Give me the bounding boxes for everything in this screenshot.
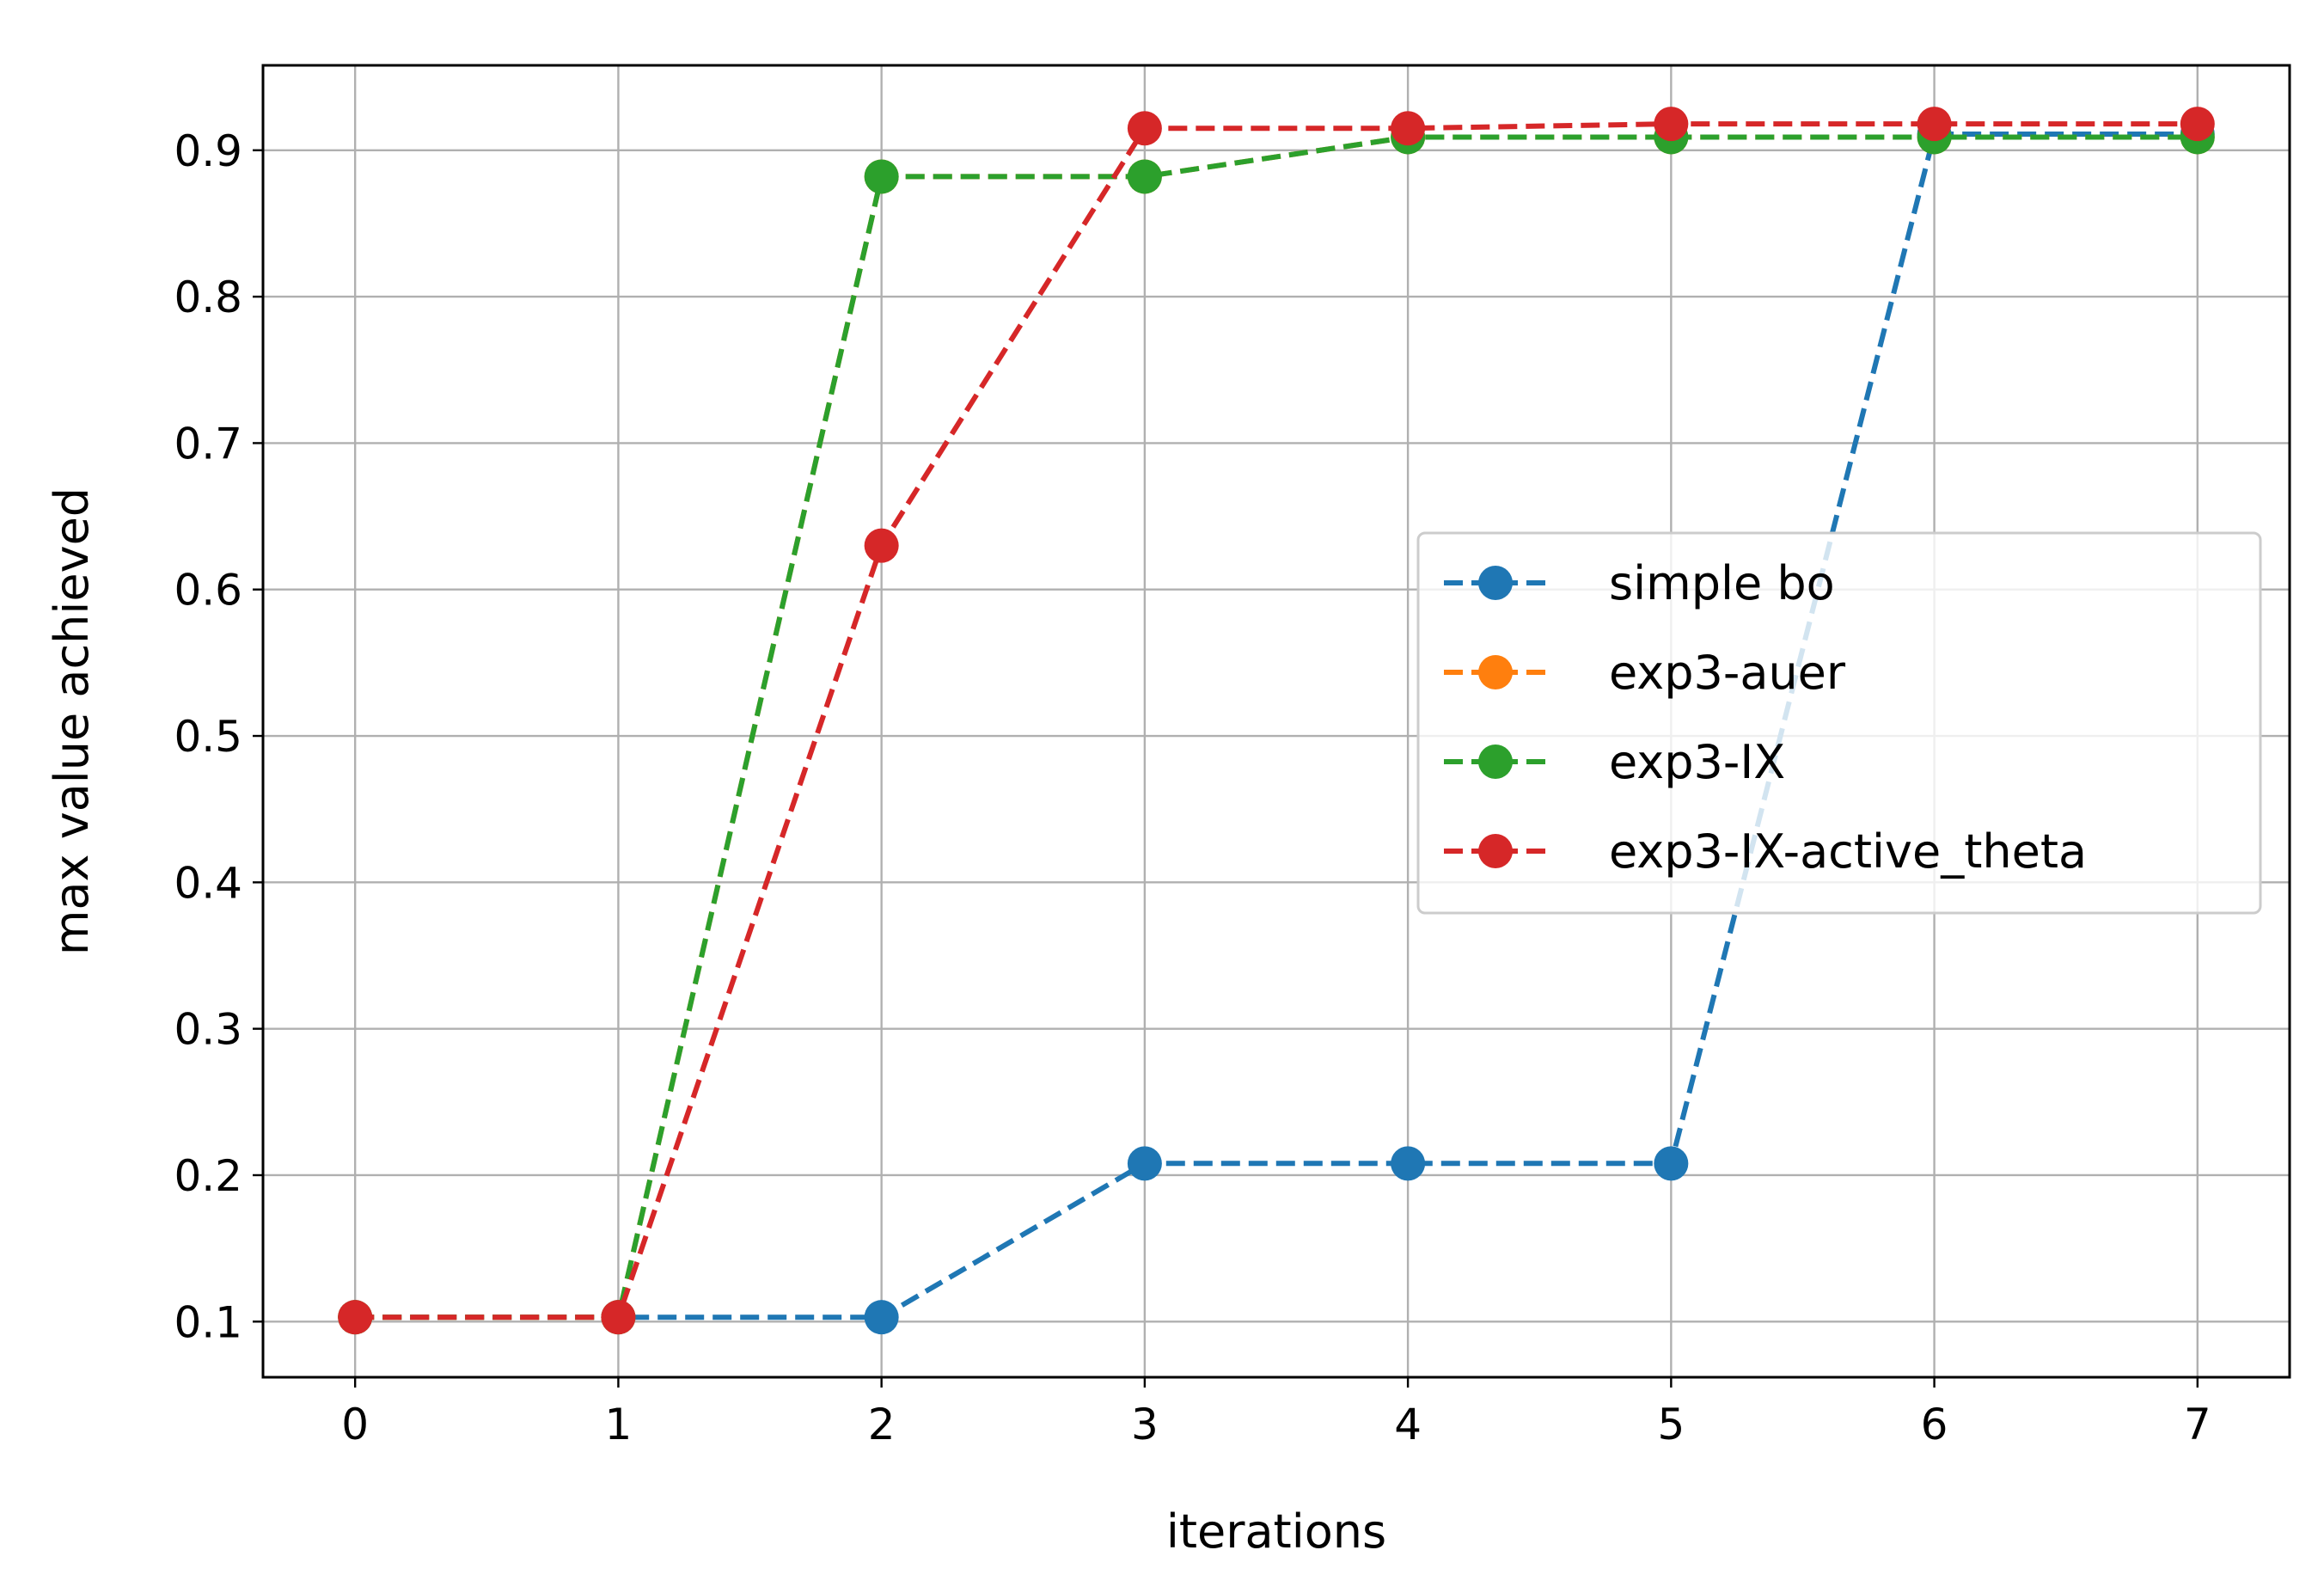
legend-label: exp3-auer [1609, 646, 1846, 700]
data-point-simple-bo [1127, 1146, 1162, 1181]
legend-item-exp3-ix-active-theta: exp3-IX-active_theta [1444, 824, 2087, 879]
legend-label: exp3-IX-active_theta [1609, 824, 2087, 879]
legend-marker [1478, 655, 1513, 689]
legend-label: exp3-IX [1609, 735, 1785, 789]
y-tick-label: 0.2 [174, 1151, 242, 1201]
x-tick-label: 1 [605, 1400, 633, 1449]
data-point-exp3-ix-active-theta [864, 528, 899, 563]
x-tick-label: 4 [1394, 1400, 1422, 1449]
legend-frame [1416, 531, 2262, 915]
data-point-exp3-ix-active-theta [2180, 107, 2215, 142]
legend-label: simple bo [1609, 556, 1835, 610]
data-point-simple-bo [864, 1300, 899, 1335]
legend-item-simple-bo: simple bo [1444, 556, 1835, 610]
x-tick-label: 3 [1131, 1400, 1159, 1449]
y-tick-label: 0.5 [174, 712, 242, 762]
data-point-exp3-ix-active-theta [1917, 107, 1952, 142]
legend: simple bo exp3-auer exp3-IX exp3-IX-active_… [1416, 531, 2262, 915]
series-lines [338, 107, 2215, 1335]
x-axis-label: iterations [1166, 1504, 1386, 1559]
data-point-exp3-ix-active-theta [601, 1300, 636, 1335]
y-tick-label: 0.6 [174, 566, 242, 616]
x-tick-label: 0 [341, 1400, 369, 1449]
legend-item-exp3-ix: exp3-IX [1444, 735, 1785, 789]
y-tick-label: 0.4 [174, 858, 242, 908]
x-tick-label: 2 [868, 1400, 896, 1449]
data-point-exp3-ix [1127, 159, 1162, 194]
series-exp3-ix-active-theta [338, 107, 2215, 1335]
y-tick-label: 0.8 [174, 273, 242, 322]
data-point-exp3-ix-active-theta [1391, 111, 1426, 146]
series-line-exp3-ix-active-theta [355, 121, 2198, 1320]
legend-marker [1478, 566, 1513, 600]
grid [263, 65, 2290, 1377]
x-tick-label: 6 [1921, 1400, 1948, 1449]
data-point-exp3-ix-active-theta [338, 1300, 373, 1335]
data-point-exp3-ix-active-theta [1127, 111, 1162, 146]
plot-frame [261, 64, 2291, 1379]
y-tick-label: 0.7 [174, 419, 242, 469]
series-line-simple-bo [355, 132, 2198, 1320]
legend-item-exp3-auer: exp3-auer [1444, 646, 1846, 700]
data-point-simple-bo [1654, 1146, 1689, 1181]
data-point-exp3-ix-active-theta [1654, 107, 1689, 142]
data-point-simple-bo [1391, 1146, 1426, 1181]
x-axis-ticks: 0 1 2 3 4 5 6 7 [341, 1377, 2211, 1449]
y-axis-ticks: 0.1 0.2 0.3 0.4 0.5 0.6 0.7 0.8 0.9 [174, 126, 263, 1347]
y-tick-label: 0.3 [174, 1005, 242, 1055]
x-tick-label: 7 [2184, 1400, 2211, 1449]
x-tick-label: 5 [1657, 1400, 1685, 1449]
legend-marker [1478, 744, 1513, 779]
data-point-exp3-ix [864, 159, 899, 194]
y-tick-label: 0.9 [174, 126, 242, 176]
y-axis-label: max value achieved [45, 487, 99, 955]
legend-marker [1478, 834, 1513, 868]
y-tick-label: 0.1 [174, 1297, 242, 1347]
series-line-exp3-ix [355, 134, 2198, 1320]
